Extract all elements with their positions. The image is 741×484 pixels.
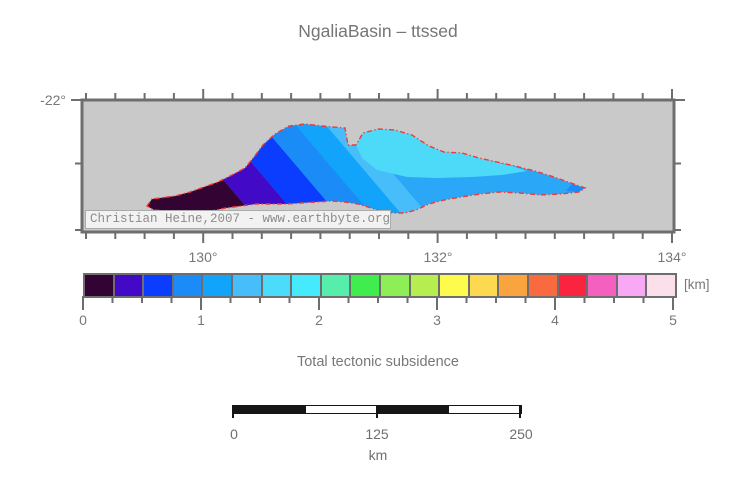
- basin-outline: [145, 123, 587, 214]
- scale-bar-segment: [305, 406, 378, 413]
- map-panel: [71, 89, 685, 243]
- colorbar-cell: [171, 275, 202, 296]
- scale-bar-tick-right: [519, 405, 521, 418]
- lon-tick-label-134: 134°: [657, 249, 687, 265]
- colorbar-cell: [85, 275, 113, 296]
- scale-bar-tick-left: [232, 405, 234, 418]
- colorbar-tick-label-2: 2: [315, 312, 323, 328]
- colorbar-cell: [526, 275, 557, 296]
- scale-bar-label-125: 125: [365, 426, 389, 442]
- scale-bar-segment: [449, 406, 521, 413]
- lon-tick-label-130: 130°: [188, 249, 218, 265]
- colorbar-unit-label: [km]: [684, 277, 710, 292]
- colorbar-cell: [260, 275, 291, 296]
- colorbar-cell: [556, 275, 587, 296]
- colorbar-tick-label-0: 0: [79, 312, 87, 328]
- colorbar-cell: [201, 275, 231, 296]
- colorbar-cell: [586, 275, 616, 296]
- colorbar: [83, 273, 677, 298]
- scale-bar-segment: [234, 406, 306, 413]
- figure-title: NgaliaBasin – ttssed: [298, 21, 458, 41]
- scale-bar-label-0: 0: [230, 426, 238, 442]
- colorbar-cell: [230, 275, 261, 296]
- colorbar-tick-label-3: 3: [433, 312, 441, 328]
- colorbar-cell: [645, 275, 675, 296]
- scale-bar-tick-mid: [376, 405, 378, 418]
- colorbar-cell: [467, 275, 498, 296]
- colorbar-cell: [497, 275, 527, 296]
- colorbar-tick-label-1: 1: [197, 312, 205, 328]
- scale-bar-segment: [377, 406, 450, 413]
- colorbar-tick-label-5: 5: [669, 312, 677, 328]
- colorbar-cell: [615, 275, 646, 296]
- colorbar-ticks: [82, 296, 674, 310]
- colorbar-cell: [112, 275, 143, 296]
- colorbar-tick-label-4: 4: [551, 312, 559, 328]
- copyright-watermark: Christian Heine,2007 - www.earthbyte.org: [85, 210, 391, 229]
- colorbar-cell: [438, 275, 468, 296]
- lon-tick-label-132: 132°: [423, 249, 453, 265]
- scale-bar-label-250: 250: [509, 426, 533, 442]
- colorbar-cell: [290, 275, 320, 296]
- colorbar-cell: [408, 275, 439, 296]
- scale-bar-unit-label: km: [368, 447, 388, 463]
- lat-tick-label: -22°: [40, 92, 66, 108]
- colorbar-cell: [142, 275, 172, 296]
- colorbar-cell: [319, 275, 350, 296]
- colorbar-cell: [378, 275, 409, 296]
- colorbar-cell: [349, 275, 379, 296]
- figure-caption: Total tectonic subsidence: [296, 354, 459, 370]
